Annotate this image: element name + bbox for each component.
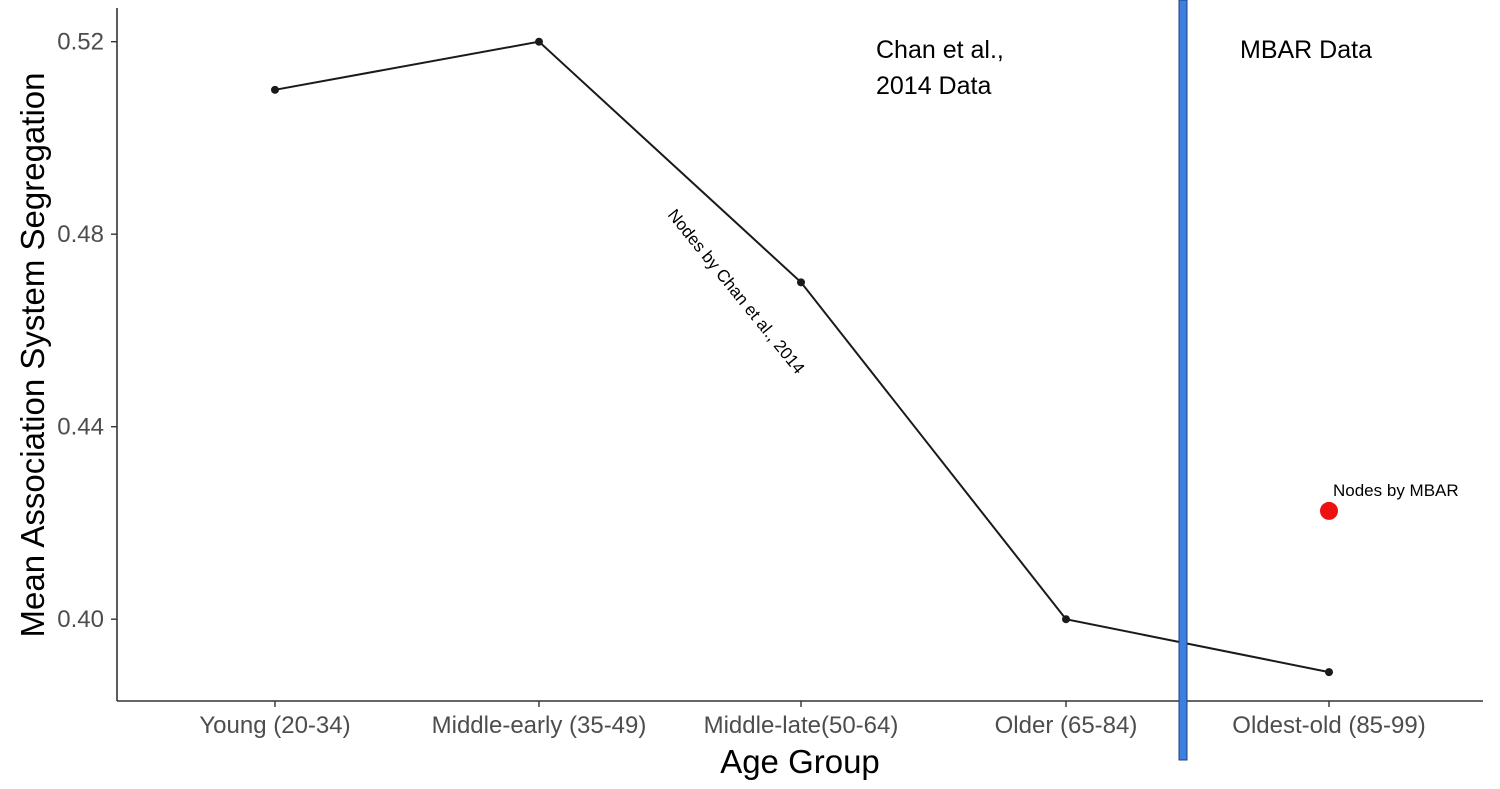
data-point xyxy=(797,278,805,287)
y-tick-label: 0.44 xyxy=(57,414,104,441)
y-tick-label: 0.48 xyxy=(57,221,104,248)
y-axis-title: Mean Association System Segregation xyxy=(14,73,51,638)
x-tick-label: Middle-early (35-49) xyxy=(432,712,647,739)
annotation-point-label: Nodes by MBAR xyxy=(1333,481,1459,500)
data-point xyxy=(1062,615,1070,624)
region-divider xyxy=(1178,0,1188,761)
x-tick-label: Older (65-84) xyxy=(995,712,1138,739)
annotation-chan-region-line1: Chan et al., xyxy=(876,36,1004,64)
x-axis-title: Age Group xyxy=(720,743,880,780)
data-point xyxy=(535,37,543,46)
mbar-data-point xyxy=(1320,501,1338,520)
annotation-line-label: Nodes by Chan et al., 2014 xyxy=(664,206,808,378)
y-tick-label: 0.40 xyxy=(57,606,104,633)
annotation-chan-region-line2: 2014 Data xyxy=(876,72,991,100)
y-tick-label: 0.52 xyxy=(57,29,104,56)
annotation-mbar-region: MBAR Data xyxy=(1240,36,1372,64)
data-point xyxy=(271,85,279,94)
x-tick-label: Young (20-34) xyxy=(199,712,350,739)
data-point xyxy=(1325,668,1333,677)
x-tick-label: Oldest-old (85-99) xyxy=(1232,712,1425,739)
x-tick-label: Middle-late(50-64) xyxy=(704,712,899,739)
